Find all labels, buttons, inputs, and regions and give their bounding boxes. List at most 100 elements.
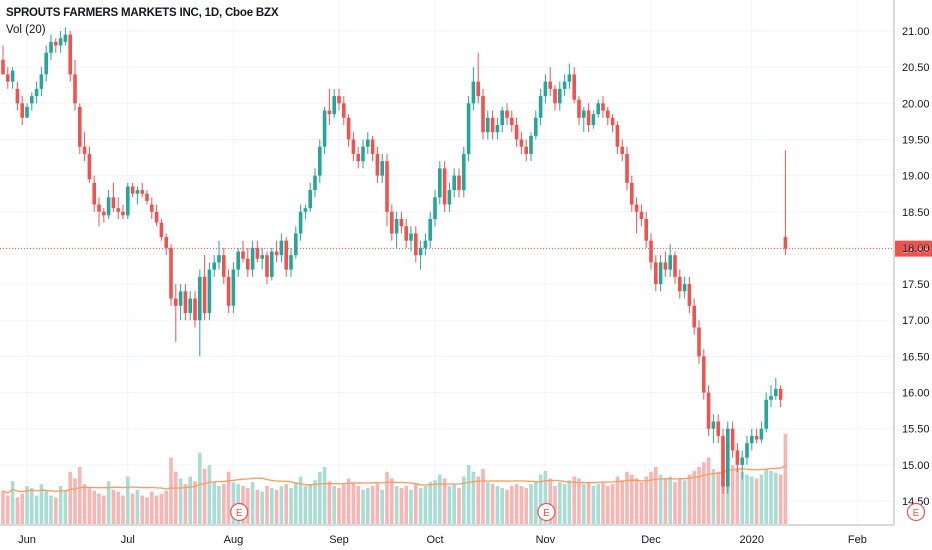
candle-body <box>30 96 34 104</box>
x-tick-label: 2020 <box>740 534 764 546</box>
candle-body <box>514 125 519 140</box>
earnings-marker-label: E <box>236 508 243 519</box>
candle-body <box>644 219 648 241</box>
candle-body <box>193 298 197 321</box>
candle-body <box>111 197 116 209</box>
earnings-marker <box>230 502 249 522</box>
candle-body <box>726 428 730 487</box>
candle-body <box>735 450 740 465</box>
volume-bar <box>294 482 298 524</box>
volume-bar <box>63 489 68 524</box>
candle-body <box>529 135 533 154</box>
volume-bar <box>337 487 341 524</box>
volume-bar <box>260 491 264 524</box>
volume-bar <box>442 478 447 524</box>
volume-bar <box>318 471 322 524</box>
candle-body <box>433 197 437 219</box>
candle-body <box>558 88 562 104</box>
candle-body <box>370 139 375 154</box>
volume-bar <box>697 467 701 524</box>
volume-bar <box>327 481 332 524</box>
earnings-marker-label: E <box>913 508 920 519</box>
volume-bar <box>342 484 346 524</box>
volume-bar <box>279 486 284 524</box>
candle-body <box>769 396 773 400</box>
candle-body <box>332 96 336 115</box>
candle-body <box>308 190 312 209</box>
candle-body <box>20 103 24 118</box>
candle-body <box>1 59 5 75</box>
candle-body <box>303 208 308 212</box>
candle-body <box>711 421 716 429</box>
volume-bar <box>25 486 29 524</box>
volume-bar <box>500 487 504 524</box>
candle-body <box>534 117 538 136</box>
candle-body <box>606 110 610 118</box>
volume-bar <box>332 486 336 524</box>
candle-body <box>116 208 120 212</box>
volume-bar <box>92 490 96 524</box>
volume-bar <box>154 495 159 524</box>
y-tick-label: 16.00 <box>902 388 930 400</box>
volume-bar <box>390 478 394 524</box>
candle-body <box>351 139 356 154</box>
y-tick-label: 15.00 <box>902 460 930 472</box>
y-tick-label: 20.50 <box>902 62 930 74</box>
volume-bar <box>750 476 754 524</box>
candle-body <box>226 276 231 306</box>
volume-bar <box>222 484 226 524</box>
volume-bar <box>630 474 634 524</box>
volume-bar <box>34 495 39 524</box>
volume-bar <box>543 470 548 524</box>
volume-bar <box>658 474 663 524</box>
candle-body <box>423 240 428 248</box>
candle-body <box>447 190 452 205</box>
candle-body <box>68 34 72 75</box>
candle-body <box>97 204 101 212</box>
candle-body <box>476 81 480 97</box>
volume-bar <box>274 489 279 524</box>
candle-body <box>34 88 39 97</box>
volume-bar <box>428 482 432 524</box>
x-tick-label: Jul <box>121 534 135 546</box>
volume-bar <box>490 484 495 524</box>
candle-body <box>169 247 173 299</box>
volume-bar <box>284 484 288 524</box>
volume-bar <box>73 478 77 524</box>
volume-bar <box>514 484 519 524</box>
candle-body <box>198 276 202 321</box>
candle-body <box>471 81 476 104</box>
volume-indicator-label: Vol (20) <box>6 24 46 36</box>
candle-body <box>524 146 528 154</box>
volume-bar <box>524 487 528 524</box>
candle-body <box>207 269 212 313</box>
volume-bar <box>404 486 408 524</box>
volume-ma-line <box>2 465 786 494</box>
candle-body <box>764 399 768 429</box>
volume-bar <box>351 482 356 524</box>
volume-bar <box>466 465 471 524</box>
candle-body <box>687 284 692 306</box>
candle-body <box>500 110 504 125</box>
volume-bar <box>207 465 212 524</box>
candle-body <box>466 103 471 154</box>
candle-body <box>586 110 591 125</box>
volume-bar <box>169 457 173 524</box>
y-tick-label: 16.50 <box>902 351 930 363</box>
volume-bar <box>769 470 773 524</box>
candle-body <box>289 255 293 270</box>
candle-body <box>174 298 178 306</box>
volume-bar <box>58 486 63 524</box>
volume-bar <box>596 484 600 524</box>
volume-bar <box>644 476 648 524</box>
y-tick-label: 19.50 <box>902 134 930 146</box>
volume-bar <box>159 493 164 524</box>
volume-bar <box>476 476 480 524</box>
volume-bar <box>778 474 783 524</box>
volume-bar <box>289 487 293 524</box>
candle-body <box>582 110 586 118</box>
candle-body <box>6 74 10 82</box>
volume-bar <box>716 471 720 524</box>
candle-body <box>577 99 581 118</box>
